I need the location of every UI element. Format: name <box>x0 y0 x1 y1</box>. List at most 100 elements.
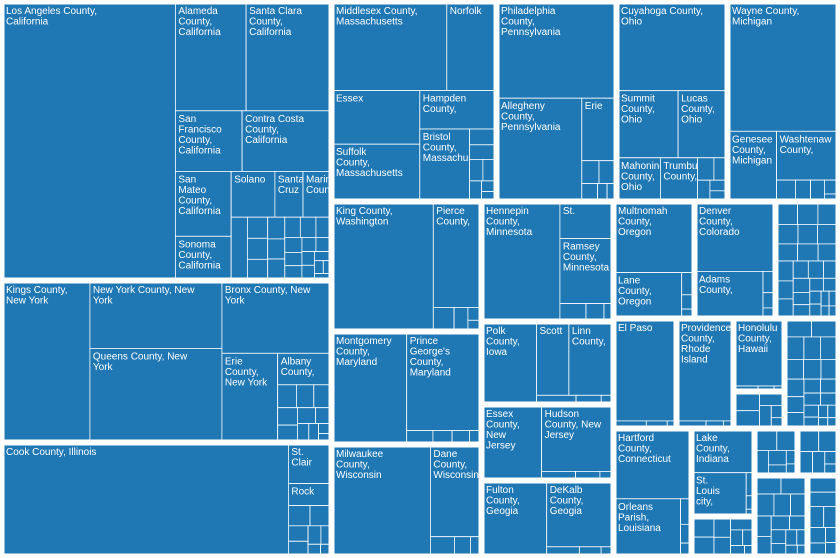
tile-misc-0-17 <box>792 304 811 318</box>
group-16 <box>481 404 614 481</box>
tile-small-1-9 <box>318 423 331 434</box>
tile-label-0-0: Los Angeles County, California <box>6 6 97 28</box>
tile-misc-0-0 <box>776 202 798 225</box>
tile-0-0 <box>2 2 176 280</box>
tile-misc-6-3 <box>713 536 732 556</box>
tile-small-3-3 <box>482 158 496 182</box>
tile-small-2-0 <box>287 505 311 527</box>
tile-misc-5-6 <box>825 527 838 543</box>
group-4 <box>496 1 617 202</box>
tile-label-0-9: Marin County, <box>306 174 340 196</box>
tile-misc-6-2 <box>713 517 732 538</box>
tile-label-19-0: Lake County, Indiana <box>696 433 730 465</box>
tile-label-16-1: Hudson County, New Jersey <box>545 409 602 441</box>
group-20 <box>481 480 614 557</box>
tile-0-1 <box>174 2 247 112</box>
tile-small-1-7 <box>296 423 310 442</box>
tile-small-6-1 <box>795 179 811 201</box>
tile-misc-4-2 <box>755 493 775 517</box>
tile-label-14-0: Providence County, Rhode Island <box>681 323 731 366</box>
tile-small-0-13 <box>315 236 331 252</box>
tile-misc-1-4 <box>820 336 838 360</box>
group-misc-5 <box>807 475 839 557</box>
tile-label-5-4: Trumbull County, <box>663 161 702 183</box>
tile-misc-7-3 <box>759 404 772 428</box>
tile-label-17-0: Milwaukee County, Wisconsin <box>336 449 384 481</box>
tile-label-1-5: Albany County, <box>281 356 315 378</box>
tile-small-8-0 <box>559 303 587 321</box>
tile-small-11-1 <box>432 430 453 444</box>
group-6 <box>727 1 839 202</box>
tile-label-18-1: Orleans Parish, Louisiana <box>618 502 661 534</box>
tile-misc-2-3 <box>768 449 787 466</box>
tile-misc-0-10 <box>776 280 794 300</box>
tile-small-9-1 <box>681 294 694 310</box>
tile-misc-7-2 <box>759 392 784 406</box>
tile-misc-4-3 <box>773 493 792 517</box>
tile-misc-0-18 <box>809 277 824 292</box>
tile-misc-1-15 <box>803 404 819 418</box>
tile-misc-4-4 <box>790 493 807 517</box>
tile-small-0-16 <box>313 251 331 262</box>
tile-small-0-8 <box>315 216 331 238</box>
tile-label-3-3: Suffolk County, Massachusetts <box>336 147 403 179</box>
tile-misc-0-22 <box>820 290 830 307</box>
tile-label-20-1: DeKalb County, Geogia <box>550 485 584 517</box>
tile-label-5-2: Lucas County, Ohio <box>681 94 715 126</box>
tile-label-5-3: Mahoning County, Ohio <box>621 161 665 193</box>
tile-small-11-0 <box>406 430 434 444</box>
group-18 <box>613 428 692 557</box>
tile-0-7 <box>230 170 276 218</box>
tile-misc-6-0 <box>692 517 715 538</box>
tile-label-9-0: Multnomah County, Oregon <box>618 206 667 238</box>
tile-small-0-15 <box>301 264 315 280</box>
tile-misc-6-5 <box>730 529 744 546</box>
tile-11-0 <box>332 332 408 444</box>
tile-misc-1-7 <box>820 358 838 380</box>
tile-5-3 <box>617 157 661 201</box>
tile-label-2-0: Cook County, Illinois <box>6 447 96 458</box>
tile-5-0 <box>617 2 727 92</box>
tile-small-5-1 <box>713 157 727 181</box>
tile-small-1-2 <box>313 384 331 409</box>
tile-label-8-1: St. <box>563 206 575 217</box>
group-misc-0 <box>775 201 839 319</box>
tile-label-5-0: Cuyahoga County, Ohio <box>621 6 703 28</box>
tile-small-6-2 <box>810 179 825 201</box>
tile-small-0-14 <box>301 251 315 266</box>
tile-small-0-10 <box>284 251 303 267</box>
tile-label-0-8: Santa Cruz <box>278 174 305 196</box>
tile-label-0-7: Solano <box>234 174 266 185</box>
tile-misc-1-17 <box>818 404 829 419</box>
tile-small-10-0 <box>762 270 775 294</box>
tile-4-0 <box>497 2 616 99</box>
tile-misc-1-3 <box>803 336 821 360</box>
tile-small-1-0 <box>277 384 297 409</box>
tile-small-3-4 <box>469 180 482 201</box>
group-15 <box>733 318 785 392</box>
tile-label-6-1: Genesee County, Michigan <box>732 134 773 166</box>
tile-misc-5-5 <box>808 542 827 556</box>
tile-misc-4-6 <box>755 536 772 556</box>
tile-label-2-1: St. Clair <box>291 447 312 469</box>
tile-label-10-1: Adams County, <box>699 274 733 296</box>
tile-label-20-0: Fulton County, Geogia <box>486 485 520 517</box>
tile-label-9-1: Lane County, Oregon <box>618 276 652 308</box>
tile-14-0 <box>677 319 733 422</box>
tile-misc-5-4 <box>808 527 827 544</box>
tile-small-1-5 <box>296 407 316 424</box>
group-2 <box>1 442 332 557</box>
tile-label-3-0: Middlesex County, Massachusetts <box>336 6 418 28</box>
tile-label-16-0: Essex County, New Jersey <box>486 409 520 452</box>
tile-small-5-0 <box>697 157 715 181</box>
tile-misc-7-4 <box>770 404 784 419</box>
tile-3-0 <box>332 2 448 91</box>
tile-6-0 <box>728 2 838 132</box>
tile-small-6-3 <box>824 179 838 195</box>
tile-misc-1-6 <box>803 358 822 380</box>
tile-misc-1-10 <box>785 412 805 428</box>
tile-misc-0-13 <box>807 260 824 279</box>
tile-small-3-5 <box>481 180 496 192</box>
group-13 <box>613 318 677 429</box>
